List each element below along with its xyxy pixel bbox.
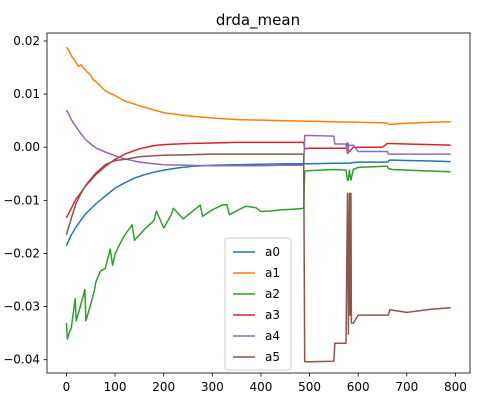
x-tick-label: 400	[249, 380, 272, 394]
y-tick-label: −0.02	[3, 246, 40, 260]
series-line-a3	[65, 141, 451, 219]
y-tick-label: 0.02	[13, 34, 40, 48]
series-line-a5	[65, 153, 451, 363]
series-line-a1	[65, 46, 451, 126]
legend-box	[224, 237, 292, 371]
x-tick-label: 700	[395, 380, 418, 394]
y-tick-label: −0.04	[3, 353, 40, 367]
legend: a0 a1 a2 a3 a4 a5	[224, 237, 292, 371]
y-tick-label: 0.00	[13, 140, 40, 154]
axes-layer: 0 100 200 300 400 500 600 700 800 0.02 0.01 0.00 −0.…	[3, 32, 471, 394]
legend-label-a1: a1	[265, 266, 280, 280]
x-tick-label: 300	[201, 380, 224, 394]
series-line-a4	[65, 109, 451, 167]
legend-label-a4: a4	[265, 329, 280, 343]
chart-title: drda_mean	[216, 11, 300, 30]
axes-frame	[46, 32, 471, 374]
series-line-a2	[65, 165, 451, 340]
y-tick-label: 0.01	[13, 87, 40, 101]
series-line-a0	[65, 159, 451, 246]
legend-label-a3: a3	[265, 308, 280, 322]
x-tick-label: 600	[347, 380, 370, 394]
legend-label-a2: a2	[265, 287, 280, 301]
legend-label-a0: a0	[265, 245, 280, 259]
y-tick-label: −0.03	[3, 300, 40, 314]
y-tick-label: −0.01	[3, 193, 40, 207]
x-tick-label: 100	[104, 380, 127, 394]
x-tick-label: 500	[298, 380, 321, 394]
x-tick-label: 800	[444, 380, 467, 394]
x-tick-label: 200	[152, 380, 175, 394]
series-layer	[65, 46, 451, 363]
x-tick-label: 0	[63, 380, 71, 394]
legend-label-a5: a5	[265, 350, 280, 364]
